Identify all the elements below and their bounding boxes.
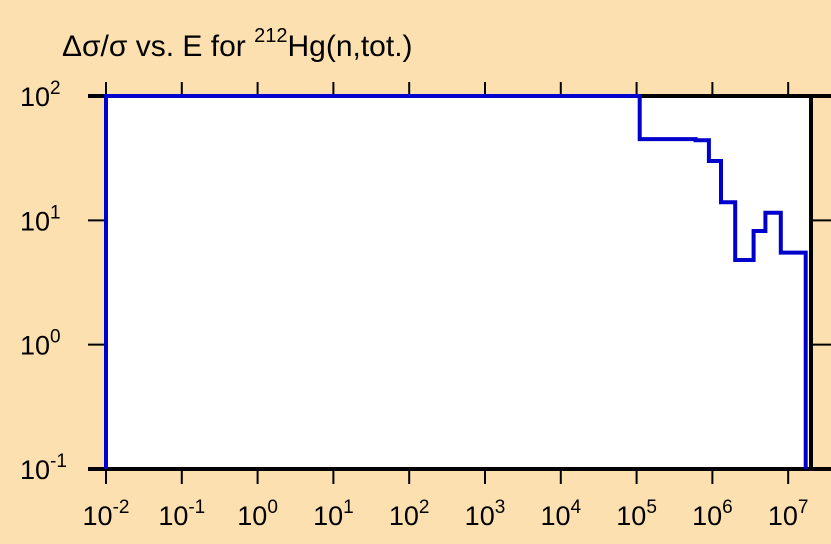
x-tick-label: 106 — [692, 497, 733, 531]
x-tick-exp: 0 — [267, 497, 278, 518]
chart-title: Δσ/σ vs. E for 212Hg(n,tot.) — [62, 25, 413, 63]
x-tick-exp: -1 — [188, 497, 205, 518]
title-superscript: 212 — [254, 25, 287, 47]
title-main: Δσ/σ vs. E for — [62, 30, 254, 63]
y-tick-exp: 2 — [50, 78, 61, 99]
y-tick-label: 101 — [20, 202, 61, 236]
x-tick-label: 102 — [389, 497, 430, 531]
y-tick-base: 10 — [20, 82, 50, 112]
title-rest: Hg(n,tot.) — [287, 30, 412, 63]
x-tick-exp: 7 — [798, 497, 809, 518]
y-tick-exp: -1 — [50, 451, 67, 472]
y-tick-base: 10 — [20, 206, 50, 236]
x-tick-exp: 1 — [343, 497, 354, 518]
y-tick-base: 10 — [20, 455, 50, 485]
x-tick-base: 10 — [616, 501, 646, 531]
x-tick-base: 10 — [389, 501, 419, 531]
x-tick-exp: 3 — [495, 497, 506, 518]
x-tick-exp: 4 — [571, 497, 582, 518]
y-tick-label: 10-1 — [20, 451, 67, 485]
y-tick-label: 100 — [20, 327, 61, 361]
x-tick-base: 10 — [83, 501, 113, 531]
x-tick-exp: -2 — [113, 497, 130, 518]
x-tick-label: 105 — [616, 497, 657, 531]
x-tick-label: 107 — [768, 497, 809, 531]
x-tick-label: 10-2 — [83, 497, 130, 531]
x-tick-exp: 2 — [419, 497, 430, 518]
series-line — [104, 94, 808, 469]
x-tick-label: 101 — [313, 497, 354, 531]
x-tick-label: 103 — [465, 497, 506, 531]
y-tick-exp: 1 — [50, 202, 61, 223]
x-tick-label: 10-1 — [158, 497, 205, 531]
x-tick-base: 10 — [237, 501, 267, 531]
y-tick-base: 10 — [20, 331, 50, 361]
plot-area — [106, 96, 811, 469]
x-tick-exp: 6 — [722, 497, 733, 518]
x-tick-base: 10 — [158, 501, 188, 531]
x-tick-base: 10 — [540, 501, 570, 531]
x-tick-base: 10 — [768, 501, 798, 531]
y-tick-exp: 0 — [50, 327, 61, 348]
x-tick-label: 100 — [237, 497, 278, 531]
x-tick-base: 10 — [692, 501, 722, 531]
y-tick-label: 102 — [20, 78, 61, 112]
x-tick-base: 10 — [465, 501, 495, 531]
x-ticks: 10-2 10-1 100 101 102 103 104 105 106 107 — [83, 82, 809, 531]
x-tick-base: 10 — [313, 501, 343, 531]
x-tick-label: 104 — [540, 497, 581, 531]
series-layer — [104, 94, 808, 469]
x-tick-exp: 5 — [646, 497, 657, 518]
